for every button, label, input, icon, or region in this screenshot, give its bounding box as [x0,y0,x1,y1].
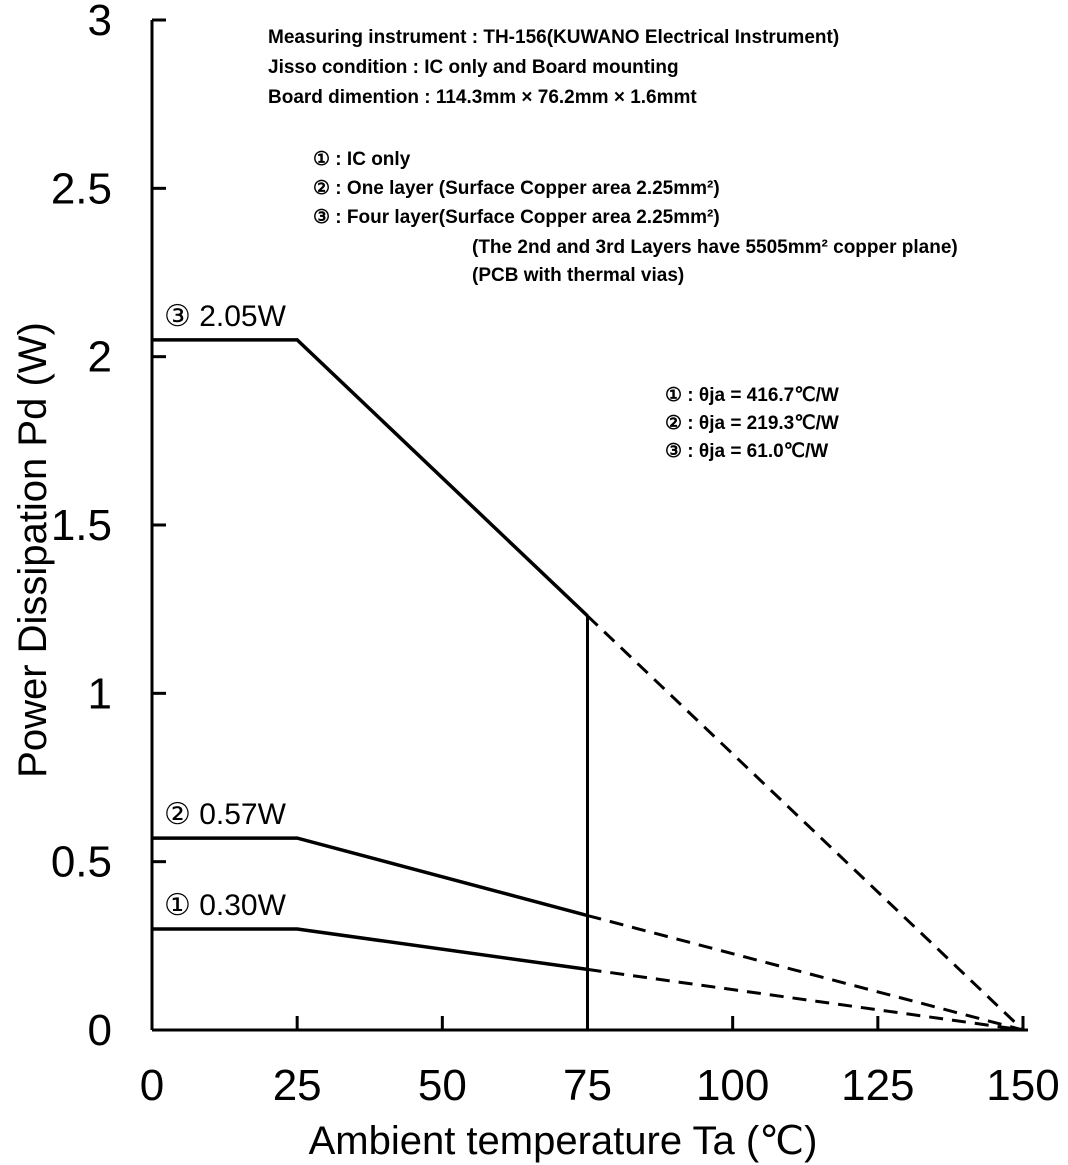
series-label-2: ② 0.57W [164,798,287,831]
series-extension-3 [586,614,1025,1032]
y-tick-label: 1.5 [51,501,112,550]
theta-note-1: ① : θja = 416.7℃/W [665,385,839,406]
y-tick-label: 3 [88,0,112,45]
measurement-note-1: Measuring instrument : TH-156(KUWANO Ele… [268,27,839,48]
series-line-2 [152,836,588,918]
y-tick-label: 1 [88,669,112,718]
x-tick-label: 25 [273,1061,322,1110]
x-tick-label: 100 [696,1061,769,1110]
legend-note-1: ① : IC only [313,149,411,170]
x-tick-label: 75 [563,1061,612,1110]
theta-note-2: ② : θja = 219.3℃/W [665,413,839,434]
x-tick-label: 50 [418,1061,467,1110]
measurement-note-3: Board dimention : 114.3mm × 76.2mm × 1.6… [268,87,697,108]
legend-note-3: ③ : Four layer(Surface Copper area 2.25m… [313,207,720,228]
measurement-note-2: Jisso condition : IC only and Board moun… [268,57,679,78]
labels-group: ① 0.30W ② 0.57W ③ 2.05W [164,300,287,922]
x-tick-label: 150 [986,1061,1059,1110]
series-line-1 [152,927,588,972]
legend-note-4: (The 2nd and 3rd Layers have 5505mm² cop… [472,237,958,258]
axes: 0 0.5 1 1.5 2 2.5 3 0 25 50 75 100 125 150 [51,0,1060,1110]
y-tick-label: 2 [88,333,112,382]
y-tick-label: 0 [88,1006,112,1055]
legend-note-2: ② : One layer (Surface Copper area 2.25m… [313,178,720,199]
series-label-3: ③ 2.05W [164,300,287,333]
series-label-1: ① 0.30W [164,889,287,922]
y-tick-label: 2.5 [51,164,112,213]
y-tick-label: 0.5 [51,838,112,887]
series-extension-1 [587,967,1024,1032]
series-group [152,338,1025,1032]
x-tick-label: 125 [841,1061,914,1110]
legend-note-5: (PCB with thermal vias) [472,265,684,286]
y-axis-title: Power Dissipation Pd (W) [11,322,55,778]
x-axis-title: Ambient temperature Ta (℃) [309,1119,818,1163]
theta-note-3: ③ : θja = 61.0℃/W [665,441,828,462]
series-line-3 [152,338,589,618]
x-tick-label: 0 [140,1061,164,1110]
series-extension-2 [587,914,1024,1032]
